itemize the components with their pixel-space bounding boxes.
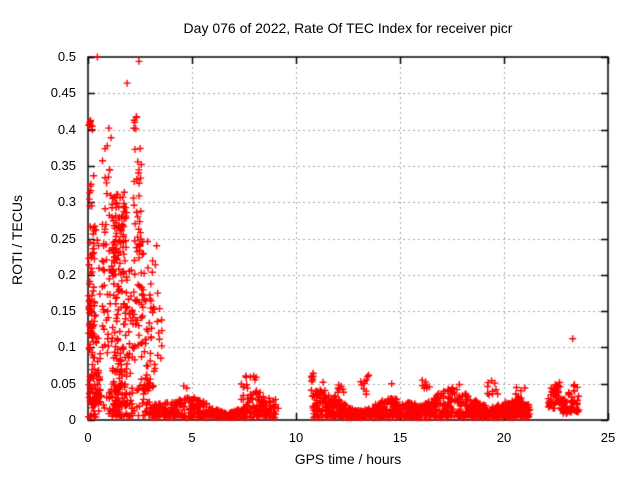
y-tick-label-0.2: 0.2: [57, 266, 76, 282]
y-tick-label-0.3: 0.3: [57, 194, 76, 210]
y-tick-label-0.4: 0.4: [57, 121, 76, 137]
x-tick-label-20: 20: [496, 430, 512, 445]
x-tick-label-5: 5: [188, 430, 196, 445]
y-tick-label-0.05: 0.05: [50, 375, 76, 391]
x-tick-label-10: 10: [288, 430, 304, 445]
x-tick-label-15: 15: [392, 430, 408, 445]
y-tick-label-0.5: 0.5: [57, 49, 76, 64]
y-tick-label-0.15: 0.15: [50, 303, 76, 319]
y-tick-label-0.35: 0.35: [50, 157, 76, 173]
y-tick-label-0: 0: [68, 412, 76, 427]
x-axis-title: GPS time / hours: [294, 451, 402, 467]
x-tick-label-0: 0: [84, 430, 92, 445]
y-tick-label-0.25: 0.25: [50, 230, 76, 246]
y-tick-label-0.1: 0.1: [57, 339, 76, 355]
x-tick-label-25: 25: [600, 430, 616, 445]
chart-title: Day 076 of 2022, Rate Of TEC Index for r…: [183, 20, 513, 36]
y-tick-label-0.45: 0.45: [50, 85, 76, 101]
